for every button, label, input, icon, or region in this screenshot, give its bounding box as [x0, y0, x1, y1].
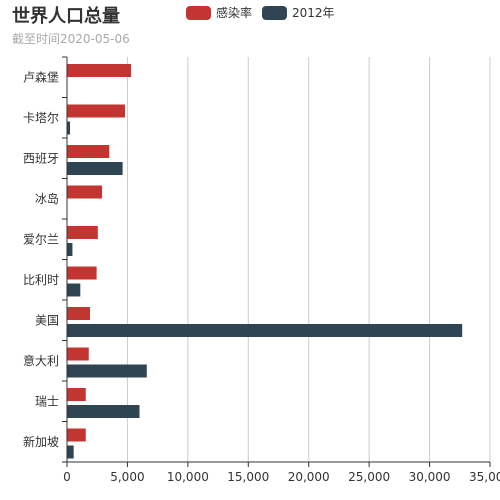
bar-series-0-2[interactable]	[67, 145, 110, 158]
bar-series-1-4[interactable]	[67, 243, 73, 256]
bar-series-0-1[interactable]	[67, 104, 126, 118]
y-tick-label-8: 瑞士	[35, 394, 59, 408]
y-tick-label-4: 爱尔兰	[23, 231, 59, 246]
x-tick-label-7: 35,000	[469, 470, 500, 484]
bar-series-0-8[interactable]	[67, 388, 86, 401]
legend-swatch-series-1	[262, 5, 288, 20]
x-tick-label-6: 30,000	[409, 470, 451, 484]
bar-series-0-6[interactable]	[67, 307, 90, 320]
y-tick-label-3: 冰岛	[35, 191, 59, 206]
bar-series-1-9[interactable]	[67, 445, 74, 459]
bar-series-0-4[interactable]	[67, 226, 98, 239]
x-tick-label-5: 25,000	[348, 470, 390, 484]
x-tick-label-0: 0	[63, 470, 71, 484]
x-tick-label-3: 15,000	[227, 470, 269, 484]
x-tick-label-1: 5,000	[110, 470, 144, 484]
bar-series-1-1[interactable]	[67, 121, 71, 135]
bar-series-0-5[interactable]	[67, 266, 97, 280]
x-tick-label-2: 10,000	[167, 470, 209, 484]
y-tick-label-2: 西班牙	[23, 151, 59, 165]
chart-subtitle: 截至时间2020-05-06	[12, 32, 130, 46]
legend: 感染率 2012年	[186, 4, 345, 21]
bar-series-0-3[interactable]	[67, 185, 103, 199]
legend-item-series-1[interactable]: 2012年	[262, 4, 335, 21]
legend-label-series-1: 2012年	[292, 6, 335, 20]
legend-swatch-series-0	[186, 5, 211, 20]
bar-series-0-0[interactable]	[67, 64, 132, 77]
bar-series-1-7[interactable]	[67, 364, 147, 378]
legend-item-series-0[interactable]: 感染率	[186, 4, 252, 21]
bar-series-1-8[interactable]	[67, 405, 140, 418]
bar-series-1-2[interactable]	[67, 162, 123, 175]
legend-label-series-0: 感染率	[216, 6, 253, 20]
y-tick-label-5: 比利时	[23, 273, 59, 287]
y-tick-label-1: 卡塔尔	[23, 110, 59, 125]
y-tick-label-9: 新加坡	[23, 434, 59, 449]
y-tick-label-6: 美国	[35, 313, 59, 327]
x-tick-label-4: 20,000	[288, 470, 330, 484]
y-tick-label-0: 卢森堡	[23, 69, 59, 84]
bar-series-0-7[interactable]	[67, 347, 89, 361]
chart-title: 世界人口总量	[12, 6, 120, 27]
bar-series-0-9[interactable]	[67, 428, 86, 442]
bar-series-1-5[interactable]	[67, 283, 81, 297]
bar-series-1-6[interactable]	[67, 324, 463, 337]
y-tick-label-7: 意大利	[23, 353, 59, 368]
